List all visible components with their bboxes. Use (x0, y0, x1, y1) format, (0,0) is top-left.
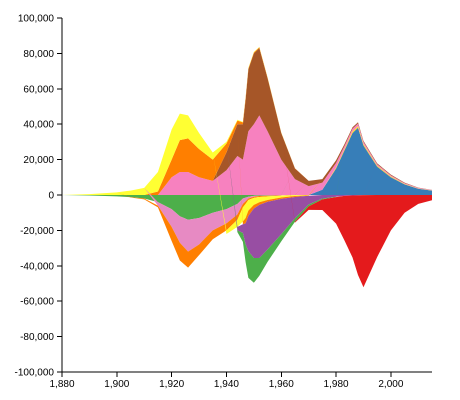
y-tick-label: -40,000 (20, 261, 54, 272)
area-layer-8 (62, 122, 432, 220)
x-tick-label: 1,880 (49, 379, 74, 390)
area-layer-13 (62, 113, 432, 259)
area-layers (62, 46, 432, 288)
y-axis: 100,000 80,000 60,000 40,000 20,000 0 -20,000 -… (15, 14, 63, 379)
y-tick-label: 0 (48, 191, 54, 202)
area-layer-5 (62, 48, 432, 196)
x-tick-label: 1,900 (104, 379, 129, 390)
y-tick-label: 20,000 (23, 155, 54, 166)
area-layer-4 (62, 115, 432, 195)
y-tick-label: 100,000 (18, 14, 55, 25)
y-tick-label: 80,000 (23, 49, 54, 60)
area-layer-15 (62, 46, 432, 288)
y-tick-label: -100,000 (15, 368, 55, 379)
y-tick-label: 60,000 (23, 84, 54, 95)
y-tick-label: -60,000 (20, 297, 54, 308)
x-tick-label: 1,960 (269, 379, 294, 390)
x-tick-label: 1,940 (214, 379, 239, 390)
y-tick-label: -80,000 (20, 332, 54, 343)
x-axis: 1,880 1,900 1,920 1,940 1,960 1,980 2,000 (49, 371, 432, 390)
area-layer-14 (62, 113, 432, 283)
area-layer-1 (62, 127, 432, 195)
x-tick-label: 1,980 (324, 379, 349, 390)
x-tick-label: 2,000 (378, 379, 403, 390)
y-tick-label: 40,000 (23, 120, 54, 131)
x-tick-label: 1,920 (159, 379, 184, 390)
y-tick-label: -20,000 (20, 226, 54, 237)
area-layer-11 (62, 113, 432, 234)
